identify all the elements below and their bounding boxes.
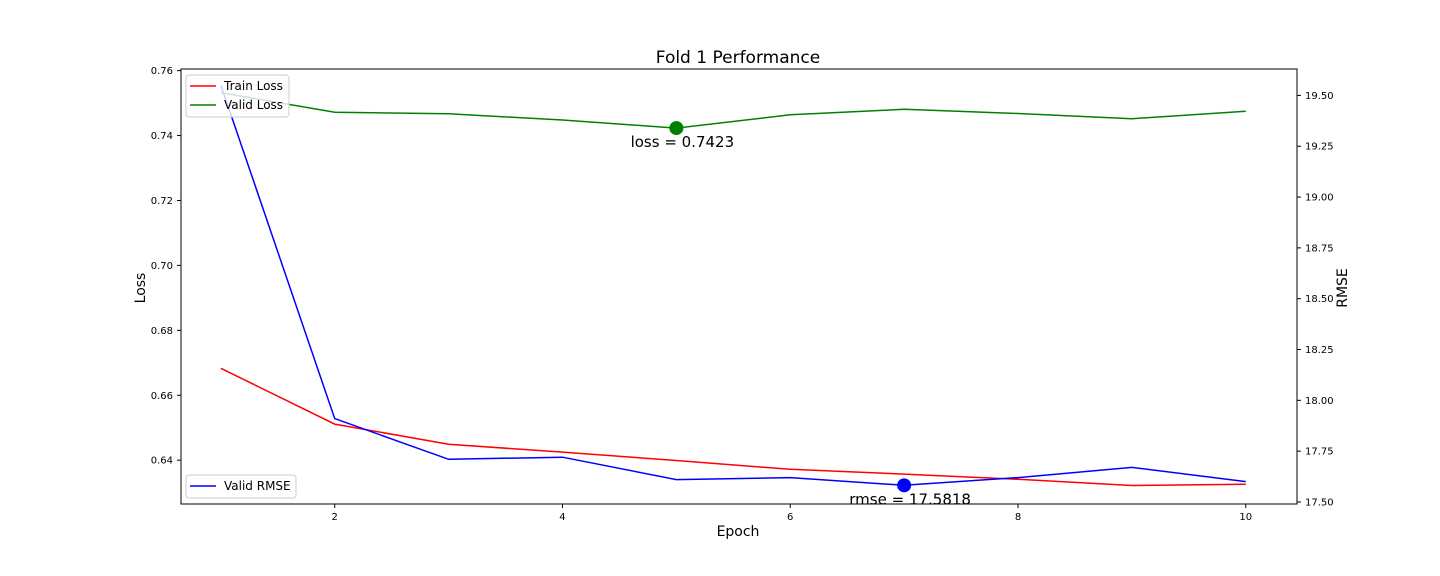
left-y-axis-label: Loss (133, 273, 149, 304)
right-y-tick-label: 18.25 (1305, 345, 1334, 356)
legend-entry: Train Loss (223, 79, 283, 93)
left-y-tick-label: 0.74 (151, 131, 173, 142)
right-y-tick-label: 19.50 (1305, 91, 1334, 102)
right-y-tick-label: 19.25 (1305, 142, 1334, 153)
right-y-tick-label: 18.00 (1305, 396, 1334, 407)
legend-upper-left: Train Loss Valid Loss (185, 74, 290, 118)
right-y-axis-label: RMSE (1335, 268, 1351, 308)
legend-entry: Valid Loss (224, 98, 283, 112)
left-y-tick-label: 0.76 (151, 66, 173, 77)
x-axis-label: Epoch (717, 524, 760, 540)
left-y-tick-label: 0.70 (151, 261, 173, 272)
x-tick-label: 8 (1015, 512, 1021, 523)
annotation-layer: loss = 0.7423 rmse = 17.5818 (631, 121, 971, 508)
left-y-tick-label: 0.72 (151, 196, 173, 207)
valid-rmse-line (220, 85, 1246, 487)
left-y-tick-label: 0.64 (151, 456, 173, 467)
best-point-marker (669, 121, 684, 136)
x-tick-label: 10 (1239, 512, 1252, 523)
train-loss-line (220, 367, 1246, 487)
plot-area (180, 68, 1298, 505)
x-tick-label: 4 (559, 512, 565, 523)
chart-title: Fold 1 Performance (656, 48, 820, 68)
plot-frame (180, 68, 1298, 505)
legend-lower-left: Valid RMSE (185, 474, 297, 499)
legend-entry: Valid RMSE (224, 479, 291, 493)
valid-loss-line (220, 91, 1246, 129)
best-point-label: loss = 0.7423 (631, 133, 735, 151)
x-axis: 2 4 6 8 10 (332, 504, 1252, 523)
right-y-tick-label: 18.50 (1305, 294, 1334, 305)
right-y-tick-label: 17.50 (1305, 497, 1334, 508)
best-point-marker (897, 478, 912, 493)
left-y-axis: 0.64 0.66 0.68 0.70 0.72 0.74 0.76 (151, 66, 181, 467)
right-y-axis: 17.50 17.75 18.00 18.25 18.50 18.75 19.00 19.25… (1297, 91, 1334, 508)
legend-box (185, 474, 297, 499)
x-tick-label: 6 (787, 512, 793, 523)
left-y-tick-label: 0.68 (151, 326, 173, 337)
x-tick-label: 2 (332, 512, 338, 523)
best-point-label: rmse = 17.5818 (849, 490, 971, 508)
right-y-tick-label: 18.75 (1305, 243, 1334, 254)
left-y-tick-label: 0.66 (151, 391, 173, 402)
series-layer (220, 85, 1246, 487)
right-y-tick-label: 17.75 (1305, 447, 1334, 458)
right-y-tick-label: 19.00 (1305, 193, 1334, 204)
